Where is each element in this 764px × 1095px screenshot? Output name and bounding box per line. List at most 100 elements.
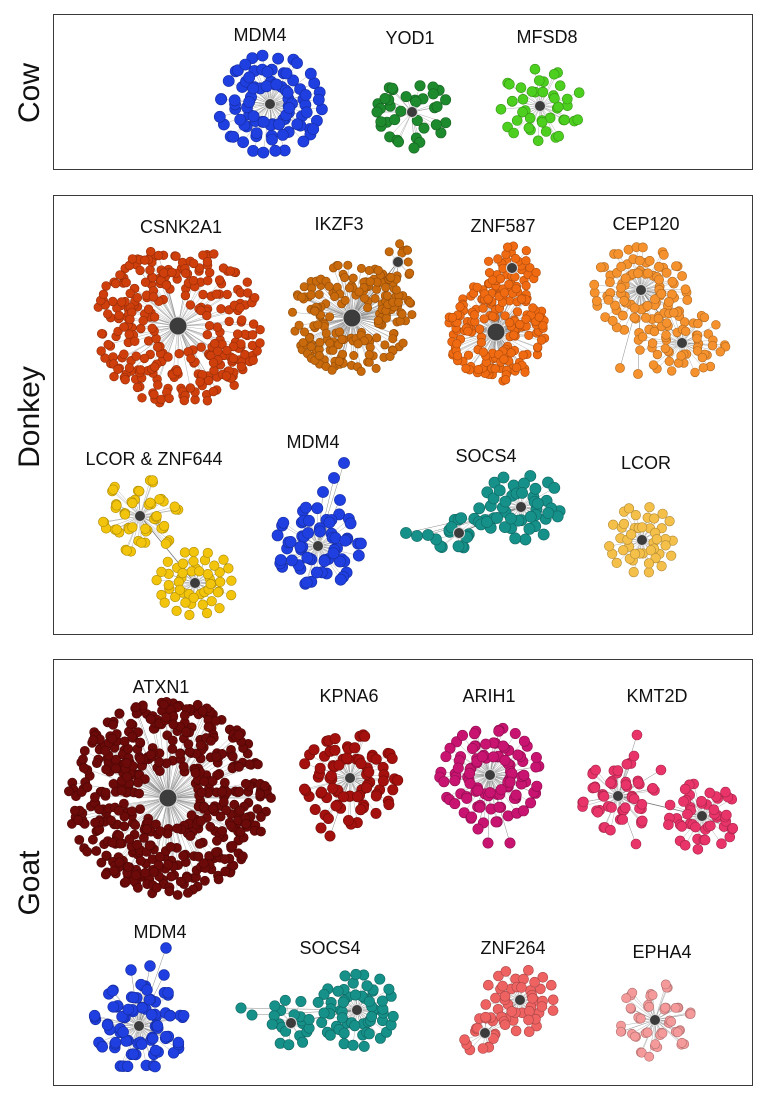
network-node (276, 128, 289, 141)
network-node (109, 866, 119, 876)
network-node (160, 538, 171, 549)
network-node (377, 775, 389, 787)
network-node (501, 375, 511, 385)
network-node (169, 501, 180, 512)
network-node (111, 524, 122, 535)
network-node (88, 735, 99, 746)
network-node (337, 996, 349, 1008)
network-node (469, 310, 480, 320)
network-node (527, 992, 538, 1004)
network-node (466, 811, 478, 823)
network-node (478, 347, 488, 357)
network-node (554, 80, 566, 91)
network-node (638, 242, 648, 253)
network-node (291, 57, 303, 69)
network-node (353, 339, 363, 349)
network-node (159, 597, 170, 608)
network-node (479, 314, 489, 324)
network-node (487, 275, 498, 285)
network-node (156, 566, 167, 578)
network-node (515, 319, 525, 330)
network-node (277, 516, 290, 529)
network-edge (139, 515, 168, 543)
network-hub-node (696, 810, 708, 822)
network-node (147, 1032, 159, 1045)
network-node (711, 320, 721, 330)
network-node (619, 295, 630, 306)
network-edge (277, 535, 319, 547)
network-node (177, 558, 189, 569)
network-node (349, 742, 361, 754)
network-node (456, 729, 468, 741)
network-node (324, 281, 334, 291)
network-node (144, 960, 156, 972)
network-node (210, 847, 221, 858)
network-node (96, 346, 106, 356)
network-node (221, 371, 232, 381)
network-node (143, 993, 156, 1006)
network-node (303, 1013, 315, 1025)
network-node (140, 255, 150, 265)
network-goat-kmt2d (577, 729, 739, 855)
network-node (617, 814, 629, 825)
network-node (149, 312, 160, 322)
network-node (680, 326, 691, 336)
network-node (151, 1020, 164, 1032)
network-cow-yod1 (371, 80, 452, 154)
network-node (670, 1003, 681, 1013)
network-node (499, 354, 509, 364)
network-node (121, 758, 132, 769)
network-node (137, 393, 147, 403)
network-node (530, 761, 542, 773)
network-node (199, 776, 210, 787)
network-node (266, 793, 276, 803)
network-node (518, 769, 530, 781)
network-node (352, 549, 365, 562)
network-node (151, 574, 162, 586)
network-node (240, 778, 251, 789)
network-donkey-ikzf3 (287, 239, 417, 376)
network-node (371, 106, 383, 118)
network-edge (167, 734, 240, 799)
network-node (314, 289, 324, 299)
network-hub-node (134, 510, 146, 522)
gene-label-goat-znf264: ZNF264 (480, 938, 546, 958)
network-node (180, 597, 191, 608)
network-node (504, 279, 514, 289)
network-hub-node (506, 262, 518, 274)
network-node (410, 96, 422, 108)
network-node (202, 547, 213, 559)
network-node (349, 989, 361, 1001)
network-node (167, 267, 177, 278)
network-node (704, 787, 716, 799)
network-node (183, 739, 194, 749)
network-node (284, 536, 297, 548)
network-edge (139, 515, 170, 541)
network-node (146, 246, 156, 257)
network-node (127, 731, 138, 742)
network-node (202, 257, 213, 267)
network-node (154, 766, 165, 776)
network-node (298, 338, 308, 348)
network-node (642, 1027, 653, 1038)
network-node (482, 837, 494, 849)
network-node (119, 736, 130, 747)
network-node (395, 239, 405, 249)
network-node (677, 1037, 687, 1048)
network-node (508, 127, 520, 139)
network-node (114, 708, 125, 719)
gene-label-cow-mfsd8: MFSD8 (516, 27, 578, 47)
network-node (257, 146, 270, 159)
network-edge (305, 777, 351, 791)
network-node (243, 96, 255, 108)
network-node (88, 834, 98, 845)
network-node (132, 882, 143, 893)
network-node (692, 333, 702, 344)
network-node (79, 763, 89, 773)
network-node (135, 365, 146, 375)
network-node (194, 839, 205, 849)
network-node (383, 983, 395, 995)
network-node (140, 523, 151, 534)
network-node (337, 334, 347, 344)
network-node (677, 271, 687, 281)
